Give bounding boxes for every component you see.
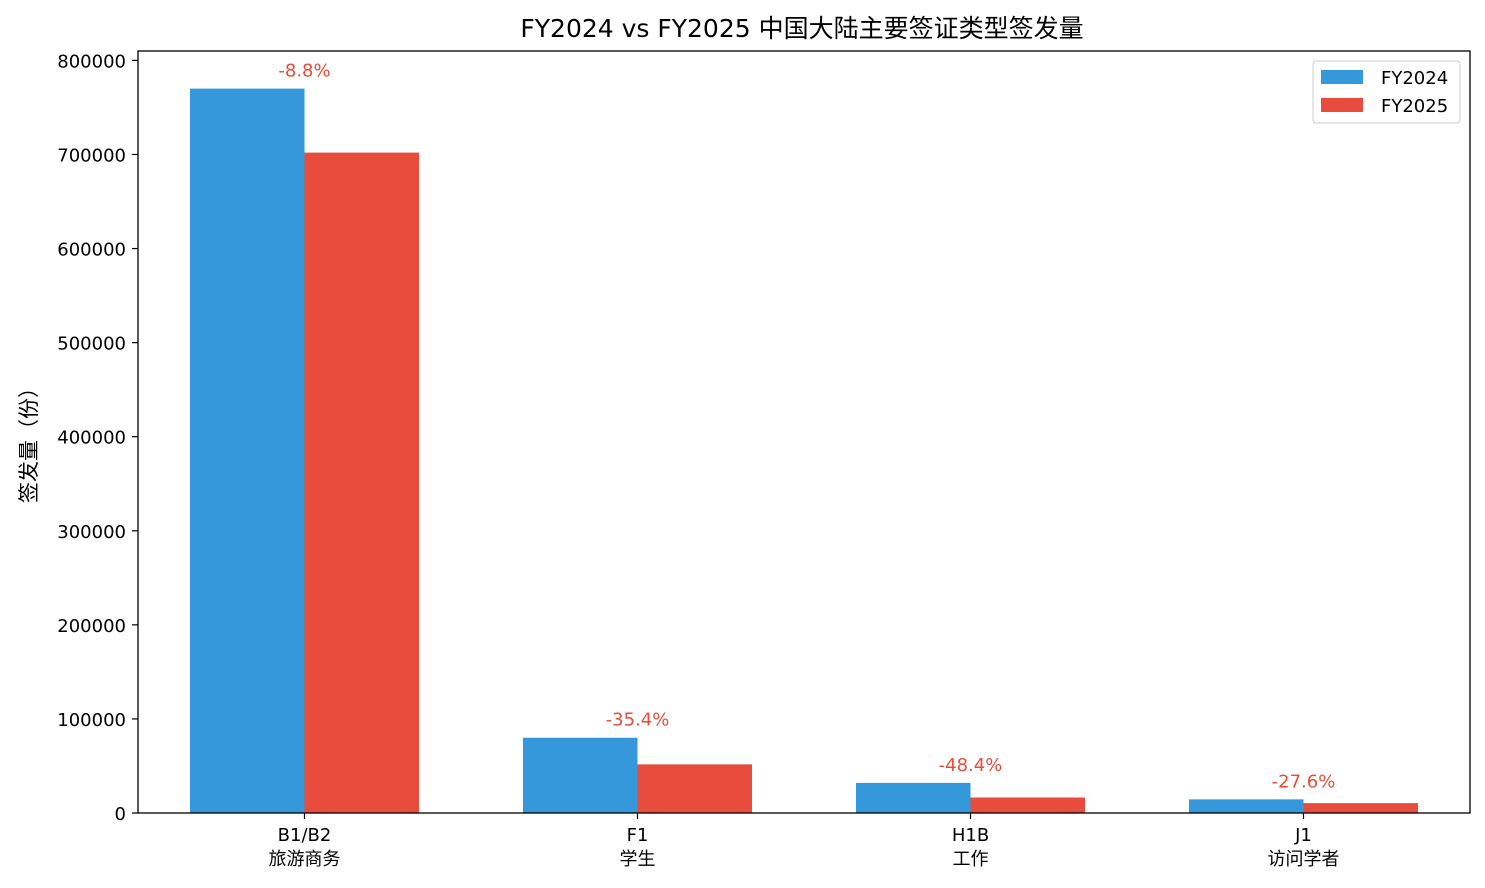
legend-label-fy2025: FY2025 — [1381, 96, 1448, 117]
y-axis-label: 签发量（份） — [17, 377, 41, 503]
plot-frame — [137, 50, 1471, 814]
change-label: -27.6% — [1272, 771, 1336, 792]
y-tick-label: 100000 — [57, 710, 126, 731]
y-tick-label: 400000 — [57, 428, 126, 449]
bars-group — [190, 88, 1419, 814]
x-tick-label-desc: 旅游商务 — [269, 849, 341, 870]
bar-fy2024-0[interactable] — [190, 88, 305, 813]
bar-fy2024-3[interactable] — [1189, 799, 1304, 813]
x-tick-label-code: F1 — [627, 825, 649, 846]
bar-fy2024-2[interactable] — [856, 782, 971, 813]
bar-fy2024-1[interactable] — [523, 737, 638, 813]
y-axis-ticks: 0 100000 200000 300000 400000 500000 600000 700… — [57, 51, 138, 825]
change-label: -8.8% — [278, 61, 330, 82]
legend-swatch-fy2024 — [1321, 70, 1363, 84]
change-label: -48.4% — [939, 755, 1003, 776]
x-tick-label-code: J1 — [1294, 825, 1312, 846]
y-tick-label: 600000 — [57, 240, 126, 261]
legend-swatch-fy2025 — [1321, 98, 1363, 112]
legend[interactable]: FY2024 FY2025 — [1312, 60, 1461, 124]
y-tick-label: 800000 — [57, 51, 126, 72]
x-tick-label-code: H1B — [952, 825, 989, 846]
y-tick-label: 500000 — [57, 334, 126, 355]
change-label: -35.4% — [606, 710, 670, 731]
bar-fy2025-2[interactable] — [970, 797, 1086, 813]
x-axis-ticks: B1/B2 旅游商务 F1 学生 H1B 工作 J1 访问学者 — [269, 813, 1340, 870]
x-tick-label-desc: 访问学者 — [1268, 849, 1340, 870]
bar-fy2025-3[interactable] — [1303, 803, 1419, 813]
bar-fy2025-1[interactable] — [637, 764, 753, 813]
bar-fy2025-0[interactable] — [304, 152, 420, 814]
y-tick-label: 300000 — [57, 522, 126, 543]
x-tick-label-desc: 学生 — [620, 849, 656, 870]
change-annotations: -8.8% -35.4% -48.4% -27.6% — [278, 61, 1335, 793]
y-tick-label: 700000 — [57, 145, 126, 166]
x-tick-label-code: B1/B2 — [278, 825, 332, 846]
chart-title: FY2024 vs FY2025 中国大陆主要签证类型签发量 — [520, 14, 1083, 43]
x-tick-label-desc: 工作 — [953, 849, 989, 870]
legend-label-fy2024: FY2024 — [1381, 68, 1448, 89]
y-tick-label: 0 — [115, 804, 126, 825]
y-tick-label: 200000 — [57, 616, 126, 637]
